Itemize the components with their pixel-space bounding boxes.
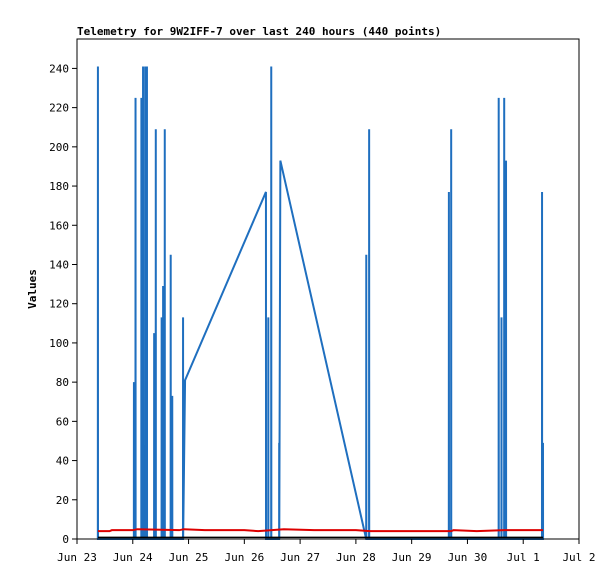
y-tick-label: 40 xyxy=(56,455,69,468)
y-tick-label: 160 xyxy=(49,219,69,232)
x-axis: Jun 23 Jun 24 Jun 25 Jun 26 Jun 27 Jun 28 Jun … xyxy=(57,539,596,564)
x-tick-label: Jul 1 xyxy=(507,551,540,564)
y-tick-label: 120 xyxy=(49,298,69,311)
plot-series xyxy=(96,66,545,540)
y-tick-label: 220 xyxy=(49,102,69,115)
y-tick-label: 80 xyxy=(56,376,69,389)
y-tick-label: 240 xyxy=(49,62,69,75)
series-line-2 xyxy=(97,528,543,533)
x-tick-label: Jul 2 xyxy=(562,551,595,564)
x-tick-label: Jun 26 xyxy=(224,551,264,564)
y-axis: 0 20 40 60 80 100 120 140 160 180 200 220 240 xyxy=(49,62,77,546)
x-tick-label: Jun 27 xyxy=(280,551,320,564)
chart-title: Telemetry for 9W2IFF-7 over last 240 hou… xyxy=(77,25,441,38)
y-tick-label: 100 xyxy=(49,337,69,350)
x-tick-label: Jun 25 xyxy=(169,551,209,564)
x-tick-label: Jun 30 xyxy=(448,551,488,564)
x-tick-label: Jun 28 xyxy=(336,551,376,564)
y-tick-label: 140 xyxy=(49,258,69,271)
y-tick-label: 60 xyxy=(56,415,69,428)
series-line-1 xyxy=(96,66,545,540)
y-tick-label: 200 xyxy=(49,141,69,154)
y-tick-label: 20 xyxy=(56,494,69,507)
plot-frame xyxy=(76,38,580,540)
y-tick-label: 0 xyxy=(62,533,69,546)
y-tick-label: 180 xyxy=(49,180,69,193)
x-tick-label: Jun 24 xyxy=(113,551,153,564)
x-tick-label: Jun 29 xyxy=(392,551,432,564)
y-axis-label: Values xyxy=(26,269,39,309)
x-tick-label: Jun 23 xyxy=(57,551,97,564)
